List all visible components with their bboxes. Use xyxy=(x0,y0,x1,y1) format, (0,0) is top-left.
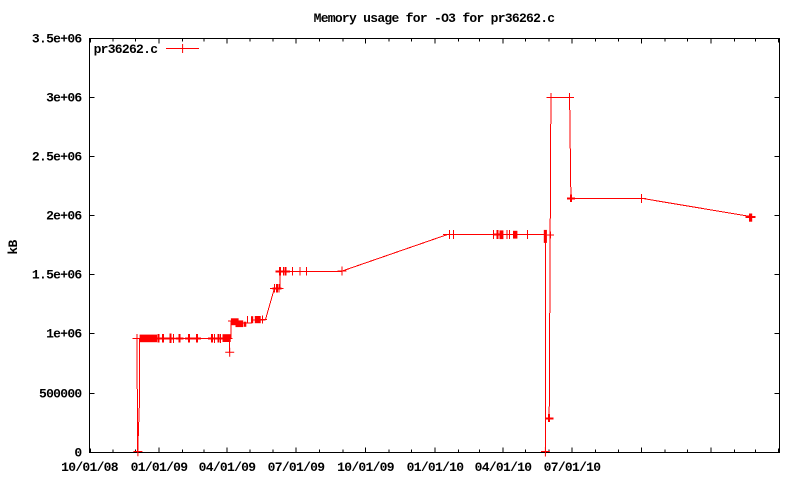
svg-text:kB: kB xyxy=(6,240,21,255)
svg-text:04/01/09: 04/01/09 xyxy=(199,460,257,475)
svg-text:2e+06: 2e+06 xyxy=(46,209,82,224)
svg-text:10/01/08: 10/01/08 xyxy=(61,460,119,475)
svg-text:pr36262.c: pr36262.c xyxy=(94,42,159,57)
svg-text:04/01/10: 04/01/10 xyxy=(475,460,533,475)
svg-text:500000: 500000 xyxy=(39,387,82,402)
svg-text:01/01/09: 01/01/09 xyxy=(131,460,189,475)
svg-text:2.5e+06: 2.5e+06 xyxy=(32,150,82,165)
svg-text:3.5e+06: 3.5e+06 xyxy=(32,32,82,47)
svg-text:1e+06: 1e+06 xyxy=(46,327,82,342)
svg-text:07/01/10: 07/01/10 xyxy=(544,460,602,475)
svg-text:1.5e+06: 1.5e+06 xyxy=(32,268,82,283)
svg-text:07/01/09: 07/01/09 xyxy=(268,460,326,475)
svg-text:01/01/10: 01/01/10 xyxy=(407,460,465,475)
svg-text:3e+06: 3e+06 xyxy=(46,91,82,106)
svg-text:0: 0 xyxy=(74,446,82,461)
svg-text:Memory usage for -O3 for pr362: Memory usage for -O3 for pr36262.c xyxy=(314,11,556,26)
svg-text:10/01/09: 10/01/09 xyxy=(337,460,395,475)
